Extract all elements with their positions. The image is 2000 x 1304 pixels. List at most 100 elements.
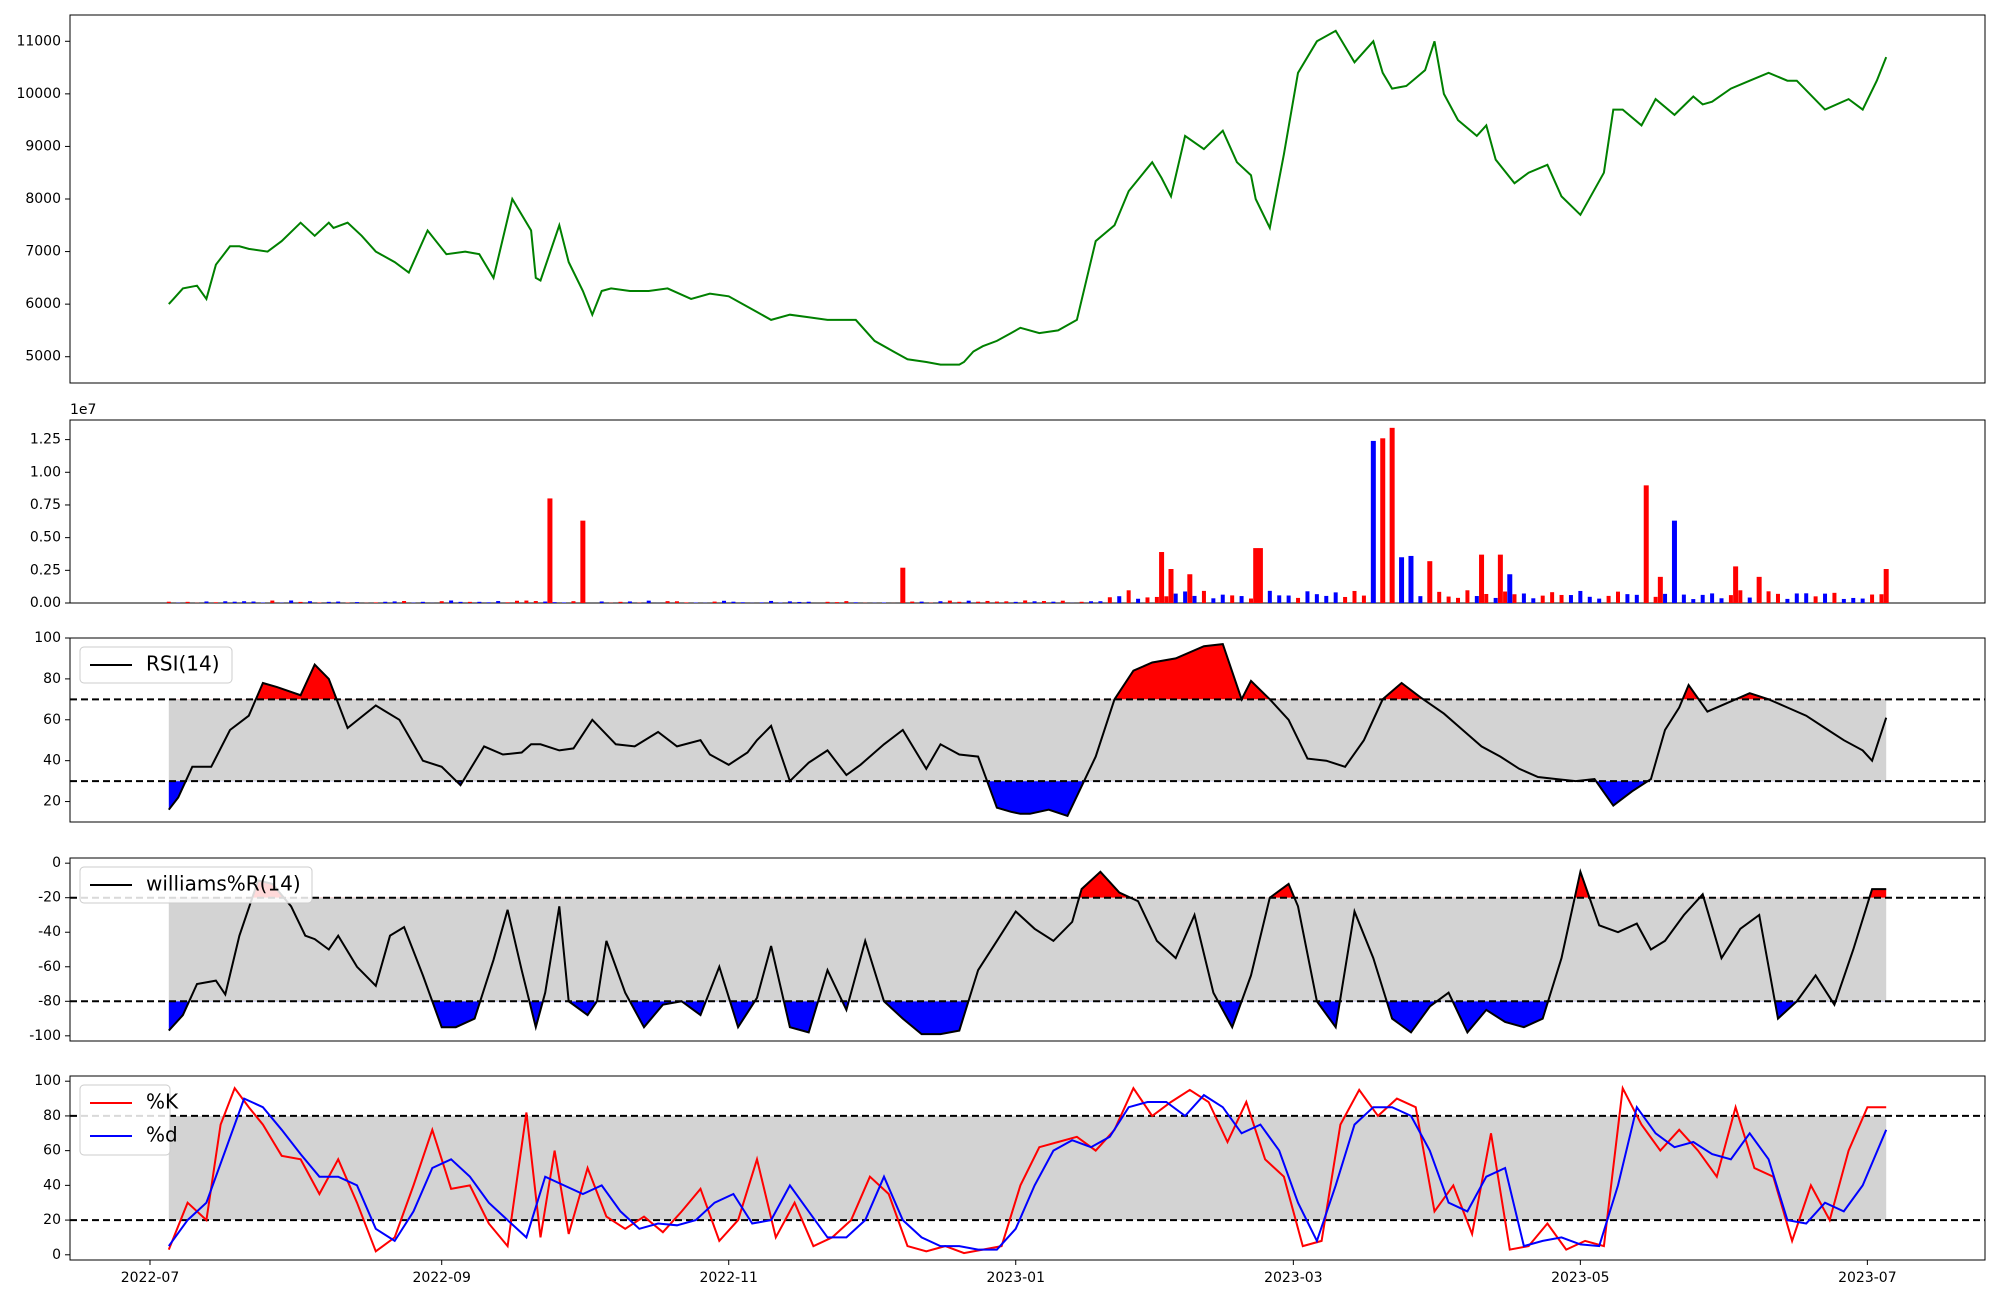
volume-bar-small xyxy=(496,601,500,603)
volume-bar-small xyxy=(374,602,378,603)
volume-bar-small xyxy=(1823,594,1827,603)
volume-bar xyxy=(1644,485,1649,603)
volume-bar xyxy=(1390,428,1395,603)
volume-bar xyxy=(1672,521,1677,603)
volume-bar-small xyxy=(1776,594,1780,603)
volume-bar-small xyxy=(1503,592,1507,603)
rsi-y-tick-label-3: 80 xyxy=(43,671,61,687)
volume-bar-small xyxy=(807,602,811,603)
rsi-band-fill xyxy=(169,699,1886,781)
volume-bar xyxy=(1498,555,1503,603)
volume-bar-small xyxy=(1475,596,1479,603)
volume-bar xyxy=(1187,574,1192,603)
volume-bar-small xyxy=(1315,594,1319,603)
volume-bar-small xyxy=(1465,590,1469,603)
volume-bar-small xyxy=(186,602,190,603)
volume-bar-small xyxy=(938,601,942,603)
volume-bar-small xyxy=(383,602,387,603)
stochastic-legend-text-1: %d xyxy=(146,1123,178,1147)
volume-bar-small xyxy=(1004,601,1008,603)
rsi-legend: RSI(14) xyxy=(80,647,232,683)
volume-bar-small xyxy=(534,601,538,603)
volume-bar-small xyxy=(835,602,839,603)
volume-bar-small xyxy=(666,601,670,603)
volume-bar-small xyxy=(336,602,340,603)
price-y-tick-label-3: 8000 xyxy=(25,191,61,207)
volume-bar-small xyxy=(628,601,632,603)
volume-bar-small xyxy=(421,602,425,603)
volume-bar-small xyxy=(1635,595,1639,603)
volume-bar-small xyxy=(1268,591,1272,603)
volume-bar-small xyxy=(1023,600,1027,603)
volume-bar xyxy=(1258,548,1263,603)
volume-bar-small xyxy=(1089,601,1093,603)
volume-bar-small xyxy=(1127,590,1131,603)
volume-bar-small xyxy=(1597,599,1601,603)
volume-bar-small xyxy=(1136,599,1140,603)
volume-bar-small xyxy=(1851,598,1855,603)
stochastic-y-tick-label-1: 20 xyxy=(43,1212,61,1228)
volume-bar-small xyxy=(1701,595,1705,603)
volume-bar-small xyxy=(1193,596,1197,603)
volume-bar-small xyxy=(1814,596,1818,603)
volume-bar-small xyxy=(1447,597,1451,603)
volume-bar-small xyxy=(788,601,792,603)
x-tick-label-1: 2022-09 xyxy=(412,1270,471,1286)
volume-bar-small xyxy=(1560,595,1564,603)
volume-bar-small xyxy=(1324,596,1328,603)
stochastic-y-tick-label-0: 0 xyxy=(52,1247,61,1263)
x-tick-label-3: 2023-01 xyxy=(986,1270,1045,1286)
williams-y-tick-label-0: 0 xyxy=(52,855,61,871)
x-tick-label-6: 2023-07 xyxy=(1838,1270,1897,1286)
volume-bar-small xyxy=(769,601,773,603)
volume-bar-small xyxy=(468,602,472,603)
volume-bar-small xyxy=(1663,594,1667,603)
volume-bar xyxy=(1427,561,1432,603)
volume-bar-small xyxy=(402,601,406,603)
rsi-y-tick-label-4: 100 xyxy=(34,630,61,646)
price-y-tick-label-6: 11000 xyxy=(16,33,61,49)
volume-bar-small xyxy=(995,602,999,603)
volume-bar-small xyxy=(713,602,717,603)
volume-bar-small xyxy=(967,601,971,603)
volume-bar-small xyxy=(797,602,801,603)
williams-legend-text: williams%R(14) xyxy=(146,872,301,896)
volume-bar-small xyxy=(1221,595,1225,603)
volume-bar-small xyxy=(1334,592,1338,603)
volume-bar-small xyxy=(1249,599,1253,603)
volume-bar-small xyxy=(1456,598,1460,603)
volume-bar-small xyxy=(920,602,924,603)
volume-bar-small xyxy=(1691,599,1695,603)
volume-bar-small xyxy=(1870,595,1874,603)
x-tick-label-2: 2022-11 xyxy=(699,1270,758,1286)
volume-bar-small xyxy=(1296,598,1300,603)
volume-bar-small xyxy=(722,601,726,603)
volume-bar-small xyxy=(1588,597,1592,603)
volume-bar-small xyxy=(1277,595,1281,603)
volume-bar-small xyxy=(1729,595,1733,603)
volume-bar-small xyxy=(1654,597,1658,603)
volume-bar-small xyxy=(1362,596,1366,603)
volume-y-tick-label-2: 0.50 xyxy=(30,530,61,546)
volume-bar-small xyxy=(1183,591,1187,603)
volume-bar-small xyxy=(214,602,218,603)
volume-bar-small xyxy=(543,602,547,603)
volume-bar-small xyxy=(1145,597,1149,603)
volume-bar-small xyxy=(1051,602,1055,603)
volume-bar-small xyxy=(1785,599,1789,603)
x-tick-label-5: 2023-05 xyxy=(1551,1270,1610,1286)
price-y-tick-label-1: 6000 xyxy=(25,296,61,312)
volume-bar-small xyxy=(1211,598,1215,603)
stochastic-band-fill xyxy=(169,1116,1886,1220)
price-y-tick-label-5: 10000 xyxy=(16,86,61,102)
volume-bar-small xyxy=(1230,595,1234,603)
volume-bar-small xyxy=(1343,597,1347,603)
volume-bar xyxy=(1380,438,1385,603)
stochastic-y-tick-label-3: 60 xyxy=(43,1143,61,1159)
volume-bar-small xyxy=(233,602,237,603)
volume-y-tick-label-5: 1.25 xyxy=(30,432,61,448)
volume-bar-small xyxy=(1494,598,1498,603)
price-y-tick-label-4: 9000 xyxy=(25,138,61,154)
williams-y-tick-label-5: -100 xyxy=(29,1028,61,1044)
